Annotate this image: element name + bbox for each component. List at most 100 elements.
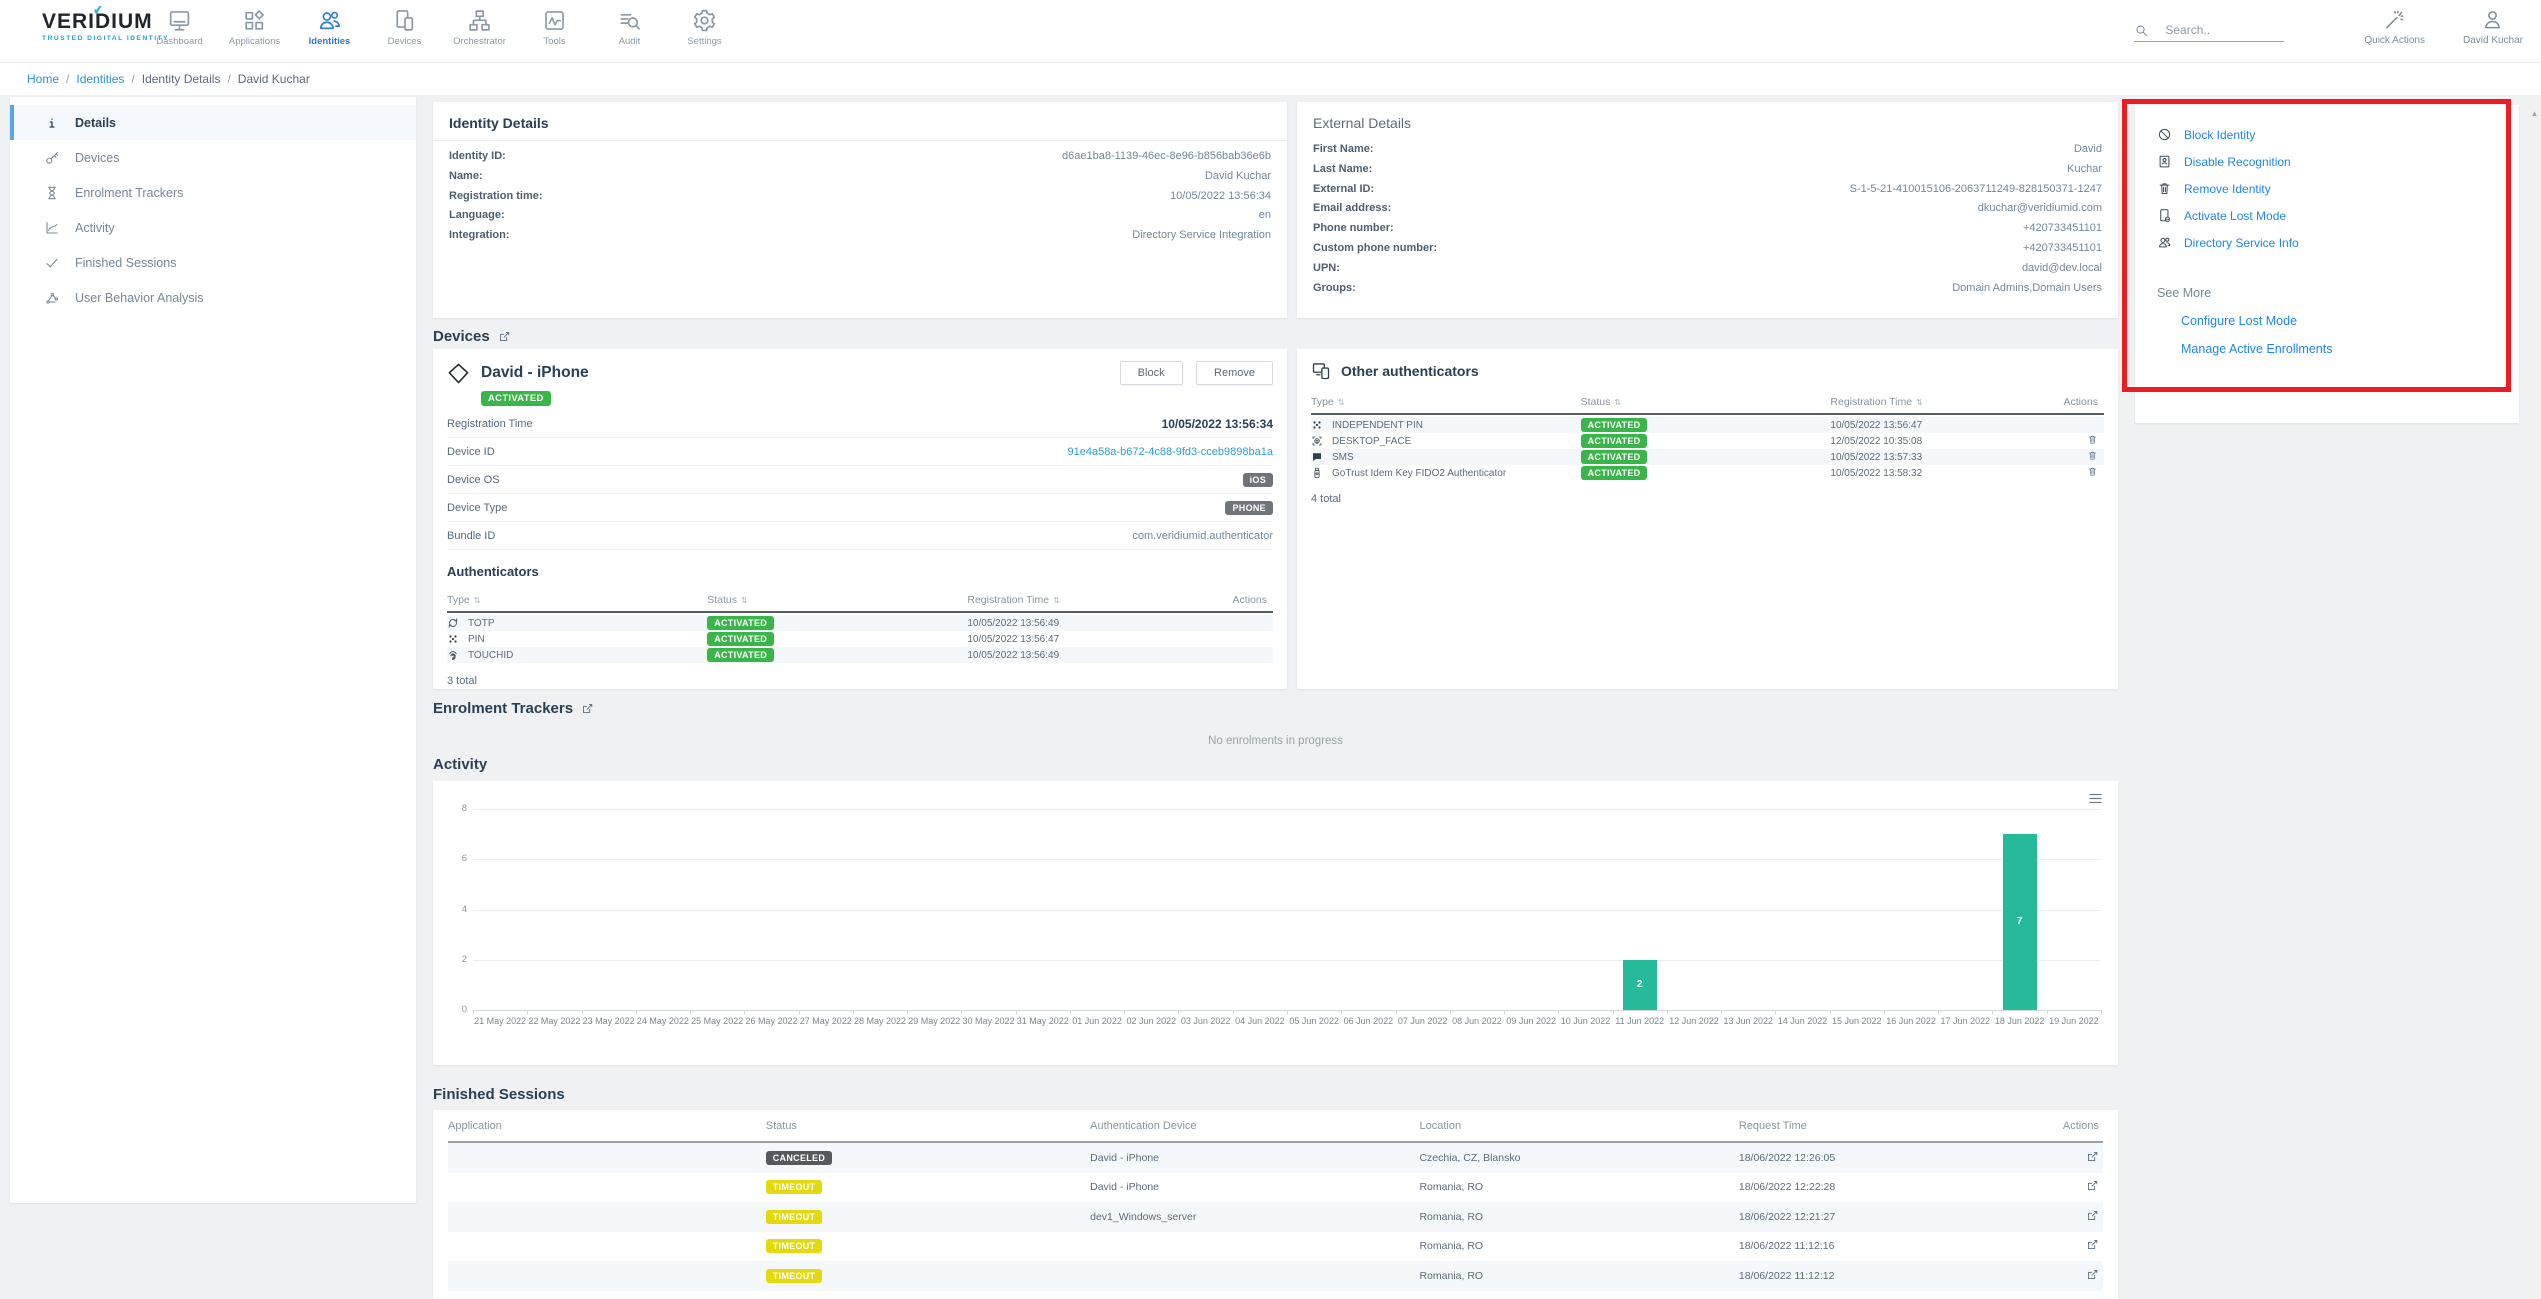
enrolment-trackers-title: Enrolment Trackers — [433, 700, 573, 717]
sidebar-item-activity[interactable]: Activity — [10, 210, 416, 245]
x-axis-label: 18 Jun 2022 — [1992, 1016, 2046, 1026]
external-link-icon[interactable] — [2086, 1179, 2099, 1192]
remove-device-button[interactable]: Remove — [1196, 361, 1273, 385]
x-axis-label: 24 May 2022 — [636, 1016, 690, 1026]
external-link-icon[interactable] — [581, 702, 594, 715]
usb-icon — [1311, 467, 1323, 479]
external-link-icon[interactable] — [2086, 1150, 2099, 1163]
nav-item-applications[interactable]: Applications — [217, 8, 292, 47]
nav-item-audit[interactable]: Audit — [592, 8, 667, 47]
column-header-registration-time[interactable]: Registration Time⇅ — [967, 594, 1207, 606]
sort-icon: ⇅ — [474, 596, 481, 605]
column-header-type[interactable]: Type⇅ — [447, 594, 707, 606]
x-axis-label: 23 May 2022 — [582, 1016, 636, 1026]
action-directory-service-info[interactable]: Directory Service Info — [2157, 229, 2519, 256]
sidebar-item-label: User Behavior Analysis — [75, 291, 204, 305]
column-header-registration-time[interactable]: Registration Time⇅ — [1830, 396, 2036, 408]
quick-actions-button[interactable]: Quick Actions — [2364, 8, 2425, 46]
column-header-status[interactable]: Status⇅ — [707, 594, 967, 606]
device-row-value[interactable]: 91e4a58a-b672-4c88-9fd3-cceb9898ba1a — [1067, 446, 1273, 458]
fingerprint-icon — [447, 649, 459, 661]
external-link-icon[interactable] — [2086, 1238, 2099, 1251]
column-header-actions: Actions — [1207, 594, 1273, 606]
bar-11-jun-2022: 2 — [1623, 960, 1657, 1010]
breadcrumb-item-identities[interactable]: Identities — [76, 72, 124, 86]
trash-icon[interactable] — [2087, 466, 2098, 477]
field-value: Directory Service Integration — [1132, 226, 1271, 246]
session-row: TIMEOUTRomania, RO18/06/2022 11:12:12 — [448, 1261, 2103, 1291]
table-header-row: Type⇅Status⇅Registration Time⇅Actions — [447, 589, 1273, 613]
sidebar-item-details[interactable]: Details — [10, 105, 416, 140]
column-header-type[interactable]: Type⇅ — [1311, 396, 1581, 408]
trash-icon[interactable] — [2087, 450, 2098, 461]
link-manage-active-enrollments[interactable]: Manage Active Enrollments — [2181, 342, 2519, 356]
quick-actions-label: Quick Actions — [2364, 35, 2425, 46]
sidebar-item-enrolment-trackers[interactable]: Enrolment Trackers — [10, 175, 416, 210]
nav-item-tools[interactable]: Tools — [517, 8, 592, 47]
other-authenticators-icon — [1311, 361, 1331, 381]
nav-item-orchestrator[interactable]: Orchestrator — [442, 8, 517, 47]
gridline — [473, 910, 2101, 911]
behavior-icon — [44, 290, 60, 306]
authenticator-type: INDEPENDENT PIN — [1311, 419, 1581, 431]
session-status: TIMEOUT — [766, 1239, 1090, 1253]
authenticator-time: 10/05/2022 13:56:47 — [967, 634, 1207, 645]
external-link-icon[interactable] — [2086, 1268, 2099, 1281]
x-axis-tick — [1450, 1010, 1451, 1014]
x-axis-label: 02 Jun 2022 — [1124, 1016, 1178, 1026]
block-device-button[interactable]: Block — [1120, 361, 1183, 385]
field-value: David — [2074, 140, 2102, 160]
sort-icon: ⇅ — [1614, 398, 1621, 407]
nav-item-devices[interactable]: Devices — [367, 8, 442, 47]
identity-details-card: Identity Details Identity ID:d6ae1ba8-11… — [433, 102, 1287, 318]
device-row-label: Bundle ID — [447, 530, 495, 542]
authenticator-status: ACTIVATED — [1581, 450, 1831, 464]
nav-item-settings[interactable]: Settings — [667, 8, 742, 47]
action-label: Remove Identity — [2184, 182, 2271, 196]
recognition-icon — [2157, 154, 2172, 169]
x-axis-tick — [961, 1010, 962, 1014]
session-location: Romania, RO — [1419, 1211, 1738, 1223]
authenticator-type: TOTP — [447, 617, 707, 629]
user-menu[interactable]: David Kuchar — [2463, 8, 2523, 46]
nav-item-identities[interactable]: Identities — [292, 8, 367, 47]
bar-value-label: 2 — [1623, 978, 1657, 990]
activity-title: Activity — [433, 756, 487, 773]
chart-menu-icon[interactable] — [2087, 790, 2104, 807]
table-row: INDEPENDENT PINACTIVATED10/05/2022 13:56… — [1311, 417, 2104, 433]
external-field-row: External ID:S-1-5-21-410015106-206371124… — [1297, 180, 2118, 200]
x-axis-label: 28 May 2022 — [853, 1016, 907, 1026]
field-label: Custom phone number: — [1313, 239, 1437, 259]
action-activate-lost-mode[interactable]: Activate Lost Mode — [2157, 202, 2519, 229]
device-row-value: 10/05/2022 13:56:34 — [1162, 417, 1273, 431]
session-actions — [2020, 1179, 2103, 1195]
link-configure-lost-mode[interactable]: Configure Lost Mode — [2181, 314, 2519, 328]
action-remove-identity[interactable]: Remove Identity — [2157, 175, 2519, 202]
authenticator-type-label: SMS — [1332, 452, 1354, 463]
nav-item-dashboard[interactable]: Dashboard — [142, 8, 217, 47]
x-axis-label: 15 Jun 2022 — [1830, 1016, 1884, 1026]
x-axis-tick — [1830, 1010, 1831, 1014]
action-disable-recognition[interactable]: Disable Recognition — [2157, 148, 2519, 175]
scroll-up-arrow[interactable]: ▲ — [2528, 109, 2541, 118]
breadcrumb-item-home[interactable]: Home — [27, 72, 59, 86]
external-link-icon[interactable] — [2086, 1209, 2099, 1222]
sidebar-item-devices[interactable]: Devices — [10, 140, 416, 175]
device-detail-rows: Registration Time10/05/2022 13:56:34Devi… — [447, 410, 1273, 550]
external-details-fields: First Name:DavidLast Name:KucharExternal… — [1297, 140, 2118, 298]
sms-icon — [1311, 451, 1323, 463]
column-header-status[interactable]: Status⇅ — [1581, 396, 1831, 408]
external-link-icon[interactable] — [498, 330, 511, 343]
device-row-label: Device Type — [447, 502, 507, 514]
search-input[interactable] — [2163, 22, 2267, 38]
authenticator-type: TOUCHID — [447, 649, 707, 661]
sidebar-item-finished-sessions[interactable]: Finished Sessions — [10, 245, 416, 280]
field-value: +420733451101 — [2023, 219, 2102, 239]
external-field-row: UPN:david@dev.local — [1297, 259, 2118, 279]
sidebar-item-user-behavior-analysis[interactable]: User Behavior Analysis — [10, 280, 416, 315]
session-status-badge: TIMEOUT — [766, 1239, 823, 1253]
x-axis-label: 29 May 2022 — [907, 1016, 961, 1026]
trash-icon[interactable] — [2087, 434, 2098, 445]
action-block-identity[interactable]: Block Identity — [2157, 121, 2519, 148]
scrollbar[interactable]: ▲ — [2528, 95, 2541, 1299]
